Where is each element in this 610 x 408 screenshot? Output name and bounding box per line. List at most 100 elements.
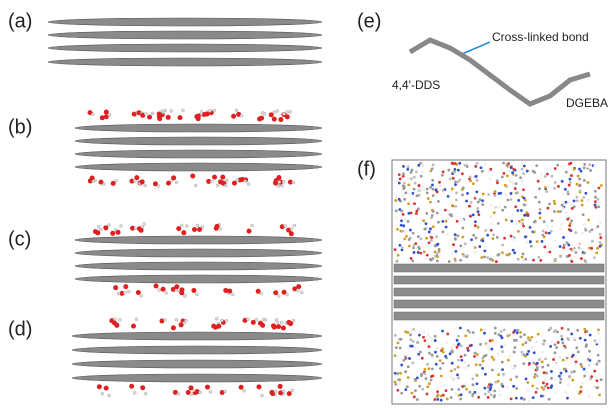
functional-group	[196, 113, 201, 118]
atom	[443, 384, 446, 387]
atom	[559, 255, 562, 258]
atom	[429, 227, 432, 230]
atom	[436, 347, 439, 350]
atom	[519, 331, 522, 334]
atom	[413, 202, 416, 205]
atom	[495, 340, 498, 343]
atom	[442, 231, 445, 234]
atom	[453, 343, 456, 346]
atom	[541, 172, 544, 175]
atom	[421, 357, 424, 360]
atom	[456, 220, 459, 223]
atom	[576, 199, 579, 202]
atom	[562, 246, 565, 249]
atom	[457, 359, 460, 362]
atom	[587, 199, 590, 202]
atom	[457, 335, 460, 338]
atom	[512, 249, 515, 252]
atom	[516, 191, 519, 194]
atom	[437, 243, 440, 246]
atom	[557, 185, 560, 188]
atom	[564, 188, 567, 191]
atom	[441, 174, 444, 177]
atom	[416, 188, 419, 191]
atom	[407, 365, 410, 368]
hydrogen	[108, 113, 111, 116]
atom	[486, 343, 489, 346]
atom	[521, 181, 524, 184]
atom	[542, 230, 545, 233]
hydrogen	[244, 180, 247, 183]
functional-group	[174, 284, 179, 289]
atom	[565, 211, 568, 214]
atom	[512, 213, 515, 216]
atom	[395, 209, 398, 212]
atom	[404, 218, 407, 221]
atom	[410, 392, 413, 395]
atom	[410, 257, 413, 260]
atom	[529, 240, 532, 243]
atom	[507, 359, 510, 362]
atom	[441, 330, 444, 333]
atom	[579, 337, 582, 340]
atom	[442, 351, 445, 354]
atom	[445, 341, 448, 344]
atom	[483, 250, 486, 253]
atom	[476, 353, 479, 356]
atom	[517, 230, 520, 233]
hydrogen	[243, 389, 246, 392]
atom	[562, 236, 565, 239]
atom	[553, 200, 556, 203]
atom	[563, 368, 566, 371]
graphene-layer	[48, 31, 322, 39]
atom	[456, 234, 459, 237]
functional-group	[177, 115, 182, 120]
hydrogen	[215, 317, 218, 320]
atom	[539, 259, 542, 262]
atom	[454, 233, 457, 236]
atom	[585, 345, 588, 348]
hydrogen	[262, 318, 265, 321]
atom	[474, 175, 477, 178]
atom	[548, 232, 551, 235]
atom	[480, 166, 483, 169]
atom	[515, 376, 518, 379]
atom	[483, 328, 486, 331]
functional-group	[247, 229, 252, 234]
atom	[593, 256, 596, 259]
atom	[566, 190, 569, 193]
atom	[510, 220, 513, 223]
atom	[415, 212, 418, 215]
atom	[412, 232, 415, 235]
atom	[583, 223, 586, 226]
atom	[451, 388, 454, 391]
atom	[509, 355, 512, 358]
atom	[570, 260, 573, 263]
atom	[599, 245, 602, 248]
atom	[414, 378, 417, 381]
atom	[415, 171, 418, 174]
atom	[434, 339, 437, 342]
atom	[419, 187, 422, 190]
graphene-layer	[72, 332, 322, 340]
graphene-sheet	[394, 312, 604, 320]
atom	[578, 178, 581, 181]
atom	[475, 363, 478, 366]
graphene-layer	[72, 360, 322, 368]
panel-label: (c)	[8, 228, 31, 250]
atom	[504, 193, 507, 196]
atom	[397, 341, 400, 344]
graphene-sheet	[394, 288, 604, 296]
atom	[597, 328, 600, 331]
atom	[490, 383, 493, 386]
atom	[516, 329, 519, 332]
atom	[583, 163, 586, 166]
atom	[581, 232, 584, 235]
atom	[423, 372, 426, 375]
atom	[437, 200, 440, 203]
atom	[493, 390, 496, 393]
hydrogen	[199, 391, 202, 394]
atom	[467, 329, 470, 332]
hydrogen	[201, 225, 204, 228]
atom	[437, 221, 440, 224]
